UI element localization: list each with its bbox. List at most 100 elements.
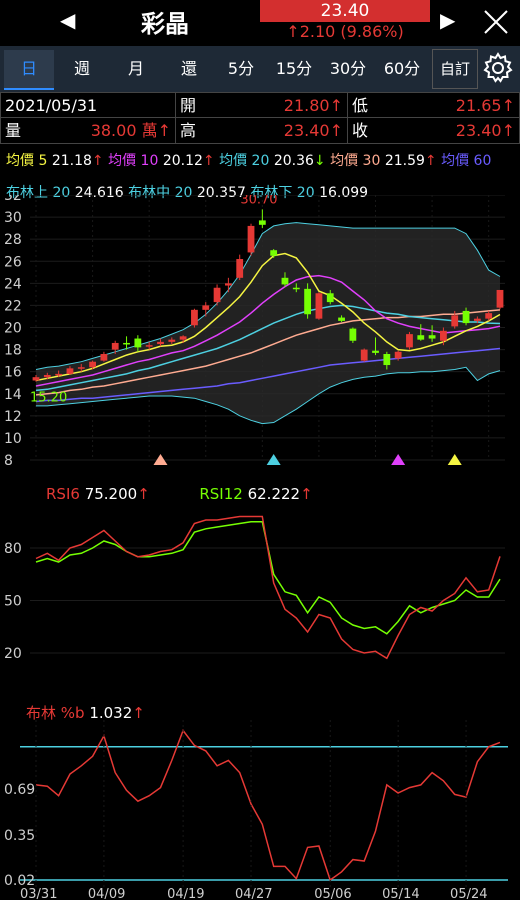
ma60-label: 均價 60: [441, 153, 492, 169]
open-cell: 開 21.80↑: [176, 92, 348, 118]
tab-custom[interactable]: 自訂: [432, 49, 478, 89]
price-tick-label: 14: [4, 387, 22, 403]
next-stock-icon[interactable]: ▶: [440, 8, 456, 32]
candle-body: [360, 349, 368, 361]
percentb-legend: 布林 %b 1.032↑: [26, 702, 145, 723]
rsi6-label: RSI6: [46, 485, 80, 503]
ma10-line: [35, 274, 501, 387]
percentb-tick-label: 0.35: [4, 828, 35, 844]
rsi-tick-label: 50: [4, 594, 22, 610]
candle-body: [134, 338, 142, 348]
x-date-label: 05/24: [450, 887, 487, 900]
candle-body: [281, 277, 289, 285]
candle-body: [202, 305, 210, 310]
rsi12-line: [35, 521, 501, 635]
tab-60min[interactable]: 60分: [383, 59, 421, 78]
x-date-label: 05/06: [314, 887, 351, 900]
close-value: 23.40↑: [455, 121, 515, 140]
close-price-cell: 收 23.40↑: [348, 118, 520, 144]
candle-body: [77, 367, 85, 369]
signal-triangle-marker: [153, 454, 168, 465]
period-tabs: 日 週 月 還 5分 15分 30分 60分 自訂: [0, 46, 520, 92]
candle-body: [451, 315, 459, 327]
signal-triangle-marker: [266, 454, 281, 465]
candle-body: [485, 313, 493, 319]
candle-body: [462, 310, 470, 324]
ma5-value: 21.18: [51, 153, 92, 169]
ma5-arrow: ↑: [91, 153, 104, 169]
boll-mid-label: 布林中 20: [128, 185, 193, 201]
tab-month[interactable]: 月: [127, 59, 144, 78]
candle-body: [349, 328, 357, 341]
date-cell: 2021/05/31: [0, 92, 176, 118]
candle-body: [32, 377, 40, 381]
boll-mid-value: 20.357: [196, 185, 246, 201]
price-tick-label: 10: [4, 431, 22, 447]
bollinger-band-fill: [36, 222, 500, 424]
settings-gear-icon[interactable]: [480, 50, 516, 86]
percentb-arrow: ↑: [132, 704, 145, 722]
rsi6-value: 75.200: [84, 485, 138, 503]
candle-body: [428, 335, 436, 339]
price-tick-label: 18: [4, 343, 22, 359]
price-tick-label: 32: [4, 195, 22, 204]
ma10-label: 均價 10: [108, 153, 159, 169]
boll-lower-label: 布林下 20: [250, 185, 315, 201]
price-tick-label: 28: [4, 232, 22, 248]
open-label: 開: [180, 96, 197, 115]
price-tick-label: 24: [4, 276, 22, 292]
candle-body: [123, 342, 130, 345]
x-date-label: 04/27: [235, 887, 272, 900]
tab-restore[interactable]: 還: [180, 59, 197, 78]
ma30-value: 21.59: [384, 153, 425, 169]
ma30-arrow: ↑: [424, 153, 437, 169]
percentb-label: 布林 %b: [26, 704, 85, 722]
candle-body: [55, 373, 63, 376]
max-price-label: 30.70: [240, 195, 277, 207]
open-value: 21.80↑: [283, 96, 343, 115]
price-tick-label: 12: [4, 409, 22, 425]
candle-body: [372, 350, 379, 353]
tab-5min[interactable]: 5分: [227, 59, 255, 78]
close-icon[interactable]: [482, 8, 510, 36]
price-badge: 23.40: [260, 0, 430, 22]
candle-body: [213, 287, 221, 303]
signal-triangle-marker: [447, 454, 462, 465]
stock-name: 彩晶: [141, 10, 189, 38]
prev-stock-icon[interactable]: ◀: [60, 8, 76, 32]
candle-body: [338, 317, 345, 321]
percentb-tick-label: 0.69: [4, 782, 35, 798]
candle-body: [179, 336, 187, 340]
price-tick-label: 8: [4, 453, 13, 469]
candle-body: [326, 293, 334, 303]
tab-day[interactable]: 日: [4, 50, 54, 90]
candle-body: [258, 220, 266, 225]
rsi6-arrow: ↑: [137, 485, 150, 503]
candle-body: [111, 342, 119, 350]
percentb-line: [35, 728, 501, 882]
high-value: 23.40↑: [283, 121, 343, 140]
ma10-arrow: ↑: [202, 153, 215, 169]
ma30-label: 均價 30: [330, 153, 381, 169]
price-chart[interactable]: 32 30 28 26 24 22 20 18 16 14 12 10 8 30.70 15.20: [0, 195, 520, 470]
rsi12-label: RSI12: [199, 485, 243, 503]
tab-15min[interactable]: 15分: [275, 59, 313, 78]
x-date-label: 04/09: [88, 887, 125, 900]
candle-body: [236, 259, 244, 278]
low-label: 低: [352, 96, 369, 115]
candle-body: [157, 341, 164, 345]
rsi-tick-label: 20: [4, 646, 22, 662]
boll-legend: 布林上 20 24.616 布林中 20 20.357 布林下 20 16.09…: [6, 182, 368, 202]
boll-upper-value: 24.616: [74, 185, 124, 201]
tab-week[interactable]: 週: [73, 59, 90, 78]
candle-body: [440, 330, 447, 341]
candle-body: [304, 288, 312, 315]
percentb-value: 1.032: [89, 704, 133, 722]
rsi-tick-label: 80: [4, 541, 22, 557]
signal-triangle-marker: [391, 454, 406, 465]
rsi-chart[interactable]: 80 50 20: [0, 505, 520, 685]
boll-lower-line: [36, 366, 501, 425]
tab-30min[interactable]: 30分: [329, 59, 367, 78]
candle-body: [315, 293, 323, 319]
